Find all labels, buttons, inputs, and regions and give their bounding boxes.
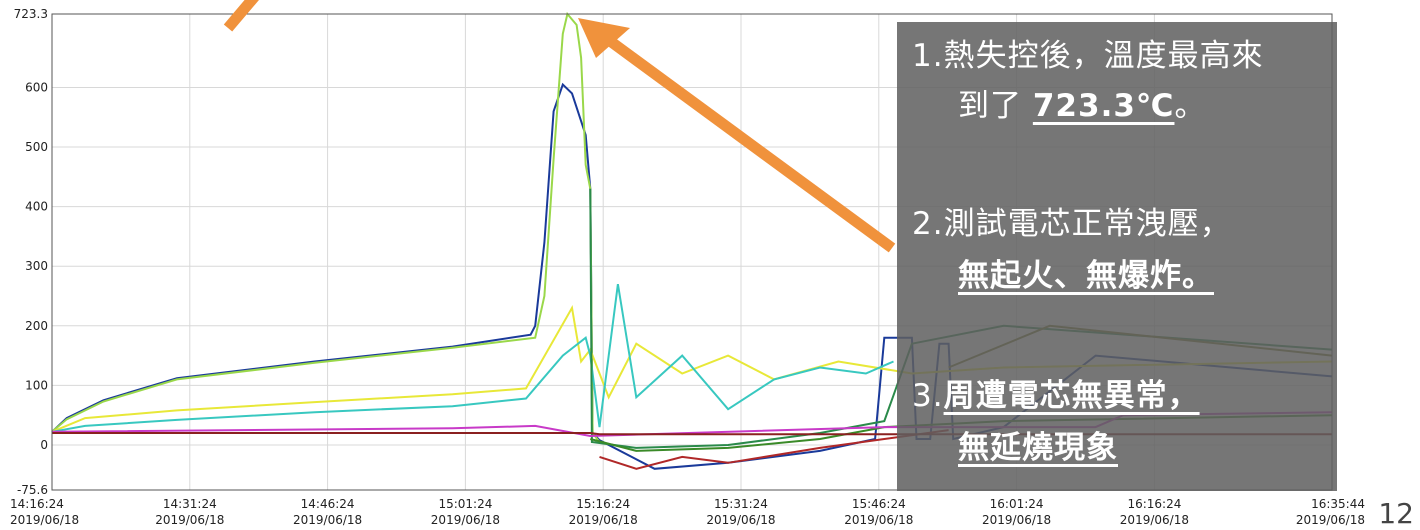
note-2-line-2: 無起火、無爆炸。	[958, 258, 1214, 294]
series-line-7	[599, 429, 949, 470]
x-tick-date: 2019/06/18	[431, 513, 500, 527]
x-tick-time: 16:16:24	[1127, 497, 1181, 511]
y-tick-label: 200	[25, 319, 48, 333]
y-tick-label: 500	[25, 140, 48, 154]
page-number: 12	[1378, 497, 1414, 530]
x-tick-date: 2019/06/18	[982, 513, 1051, 527]
y-tick-label: -75.6	[17, 483, 48, 497]
x-tick-time: 14:16:24	[10, 497, 64, 511]
note-3-line-1: 3.周遭電芯無異常，	[912, 378, 1200, 414]
note-2-line-1: 2.測試電芯正常洩壓，	[912, 206, 1232, 242]
x-tick-date: 2019/06/18	[569, 513, 638, 527]
series-line-4	[51, 283, 894, 433]
series-line-3	[51, 304, 1333, 433]
annotation-arrows	[223, 0, 896, 253]
x-tick-time: 15:31:24	[714, 497, 768, 511]
y-tick-label: 0	[40, 438, 48, 452]
x-tick-time: 16:35:44	[1311, 497, 1365, 511]
x-tick-date: 2019/06/18	[10, 513, 79, 527]
y-tick-label: 600	[25, 80, 48, 94]
x-tick-date: 2019/06/18	[155, 513, 224, 527]
y-tick-label: 400	[25, 200, 48, 214]
x-axis-ticks: 14:16:24 2019/06/18 14:31:24 2019/06/18 14:4…	[10, 497, 1365, 527]
note-1-line-1: 1.熱失控後，溫度最高來	[912, 38, 1264, 74]
x-tick-date: 2019/06/18	[706, 513, 775, 527]
series-line-2	[51, 11, 601, 443]
x-tick-date: 2019/06/18	[1296, 513, 1365, 527]
x-tick-time: 14:46:24	[301, 497, 355, 511]
x-tick-date: 2019/06/18	[844, 513, 913, 527]
y-tick-label: 100	[25, 378, 48, 392]
max-temperature: 723.3℃	[1032, 88, 1175, 124]
x-tick-date: 2019/06/18	[293, 513, 362, 527]
y-tick-label: 300	[25, 259, 48, 273]
arrow-head	[578, 18, 630, 58]
x-tick-time: 16:01:24	[990, 497, 1044, 511]
x-tick-time: 15:16:24	[576, 497, 630, 511]
y-tick-label: 723.3	[14, 7, 48, 21]
annotation-box	[897, 22, 1337, 491]
x-tick-time: 14:31:24	[163, 497, 217, 511]
note-3-line-2: 無延燒現象	[958, 430, 1118, 466]
y-axis-ticks: 723.3 600 500 400 300 200 100 0 -75.6	[14, 7, 48, 497]
x-tick-time: 15:46:24	[852, 497, 906, 511]
note-1-line-2: 到了 723.3℃。	[958, 88, 1207, 124]
x-tick-date: 2019/06/18	[1120, 513, 1189, 527]
x-tick-time: 15:01:24	[438, 497, 492, 511]
arrow-shaft-diagonal	[602, 33, 896, 253]
arrow-shaft-top	[223, 0, 259, 32]
